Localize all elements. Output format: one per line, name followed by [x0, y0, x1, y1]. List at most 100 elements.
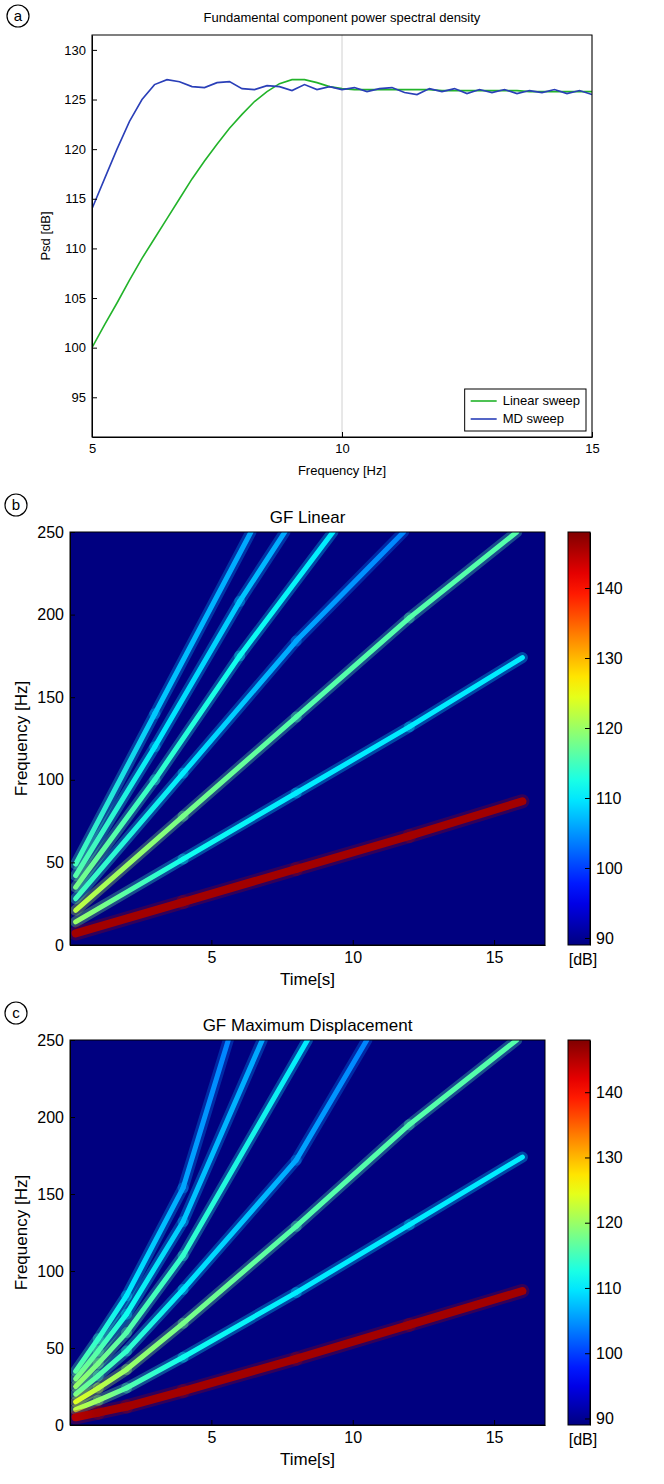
- tick: 50: [46, 854, 75, 871]
- tick-mark: [592, 432, 593, 437]
- trace-halo: [409, 801, 522, 836]
- tick-mark: [92, 248, 97, 249]
- trace-halo: [240, 532, 333, 656]
- tick: 100: [585, 1345, 623, 1362]
- trace-halo: [409, 532, 516, 618]
- tick: 150: [37, 1186, 75, 1203]
- series-line: [92, 80, 592, 348]
- trace-segment: [409, 1157, 522, 1225]
- tick-label: 15: [486, 949, 504, 966]
- tick: 120: [64, 142, 97, 157]
- tick: 100: [37, 771, 75, 788]
- panel-letter-circle: [5, 494, 27, 516]
- tick-mark: [353, 1420, 354, 1425]
- tick-mark: [70, 1117, 75, 1118]
- tick-label: 95: [72, 390, 86, 405]
- trace-segment: [155, 532, 251, 714]
- tick-label: 200: [37, 1109, 64, 1126]
- tick-label: 110: [65, 241, 86, 256]
- axis-bottom: 51015: [71, 940, 546, 966]
- trace-segment: [296, 727, 409, 793]
- tick-mark: [211, 1420, 212, 1425]
- tick-label: 120: [596, 1214, 623, 1231]
- tick-mark: [585, 1157, 590, 1158]
- plot-background: [92, 35, 592, 437]
- tick-label: 10: [344, 949, 362, 966]
- tick-mark: [92, 348, 97, 349]
- tick-mark: [353, 940, 354, 945]
- tick-label: 200: [37, 606, 64, 623]
- plot-frame: [70, 1040, 545, 1425]
- trace-halo: [409, 1040, 516, 1125]
- trace-segment: [296, 1125, 409, 1227]
- trace-segment: [409, 801, 522, 836]
- tick-label: 150: [37, 1186, 64, 1203]
- tick-label: 140: [596, 580, 623, 597]
- trace-halo: [296, 1125, 409, 1227]
- axis-right: 90100110120130140: [585, 533, 623, 947]
- tick: 110: [585, 1280, 622, 1297]
- trace-segment: [76, 902, 183, 933]
- trace-halo: [127, 1357, 184, 1388]
- tick: 5: [207, 1420, 216, 1446]
- tick-mark: [70, 615, 75, 616]
- trace-segment: [183, 869, 296, 902]
- tick-label: 120: [596, 720, 623, 737]
- axis-line: [93, 437, 593, 438]
- colorbar: 90100110120130140[dB]: [568, 532, 623, 968]
- tick: 10: [344, 940, 362, 966]
- chart-title: GF Maximum Displacement: [203, 1016, 413, 1035]
- tick-mark: [92, 100, 97, 101]
- trace-halo: [240, 532, 285, 601]
- y-axis-title: Frequency [Hz]: [12, 1175, 31, 1290]
- tick-label: 120: [64, 142, 86, 157]
- trace-segment: [127, 1391, 184, 1406]
- tick: 110: [65, 241, 97, 256]
- spectrogram: 51015050100150200250GF LinearTime[s]Freq…: [12, 508, 623, 989]
- trace-halo: [155, 532, 251, 714]
- tick-label: 130: [596, 1149, 623, 1166]
- x-axis-title: Frequency [Hz]: [298, 463, 386, 478]
- trace-halo: [409, 1157, 522, 1225]
- tick-label: 15: [585, 441, 599, 456]
- trace-halo: [296, 1225, 409, 1293]
- panel-letter-circle: [7, 5, 29, 27]
- trace-halo: [76, 902, 183, 933]
- trace-halo: [409, 658, 522, 727]
- tick: 250: [37, 1032, 75, 1049]
- tick: 120: [585, 720, 623, 737]
- tick-mark: [585, 868, 590, 869]
- tick-label: 125: [64, 92, 86, 107]
- tick-label: 100: [64, 340, 86, 355]
- trace-segment: [296, 532, 403, 641]
- trace-segment: [183, 1359, 296, 1391]
- tick: 105: [64, 291, 97, 306]
- legend-label: Linear sweep: [503, 393, 580, 408]
- axis-bottom: 51015: [89, 432, 600, 456]
- trace-halo: [127, 1391, 184, 1406]
- tick-label: 5: [207, 1429, 216, 1446]
- trace-segment: [409, 1040, 516, 1125]
- tick-label: 250: [37, 524, 64, 541]
- panel-letter-text: a: [14, 7, 23, 24]
- tick: 15: [486, 940, 504, 966]
- tick-label: 100: [596, 1345, 623, 1362]
- tick: 200: [37, 1109, 75, 1126]
- tick-mark: [585, 938, 590, 939]
- tick-label: 250: [37, 1032, 64, 1049]
- tick-mark: [70, 532, 75, 533]
- tick-mark: [585, 798, 590, 799]
- tick: 15: [585, 432, 599, 456]
- trace-segment: [296, 1225, 409, 1293]
- tick: 200: [37, 606, 75, 623]
- tick: 10: [335, 432, 349, 456]
- axis-line: [71, 945, 546, 946]
- tick: 10: [344, 1420, 362, 1446]
- tick: 130: [585, 650, 623, 667]
- tick-mark: [70, 1425, 75, 1426]
- tick-mark: [92, 149, 97, 150]
- tick: 140: [585, 580, 623, 597]
- plot-background: [70, 532, 545, 945]
- colorbar: 90100110120130140[dB]: [568, 1040, 623, 1448]
- tick-label: 110: [596, 790, 622, 807]
